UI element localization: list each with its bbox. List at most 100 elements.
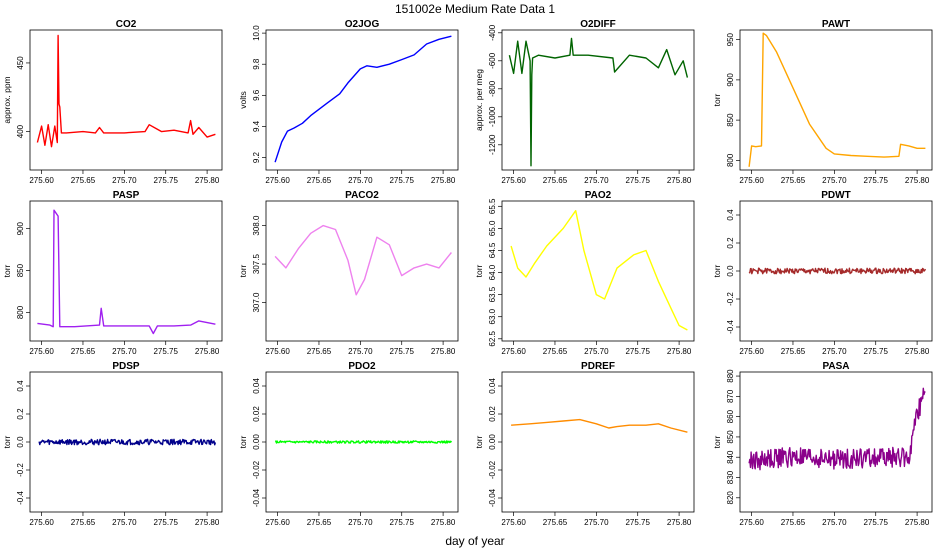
x-tick-label: 275.60 [501,176,526,185]
y-tick-label: 9.6 [252,89,261,101]
y-tick-label: 0.04 [488,378,497,394]
y-tick-label: 308.0 [252,215,261,236]
x-tick-label: 275.80 [905,518,930,527]
x-tick-label: 275.70 [348,518,373,527]
y-tick-label: 850 [726,430,735,444]
panel-pasp: PASP 275.60 275.65 275.70 275.75 275.80 800 850… [2,190,223,356]
panel-paco2: PACO2 275.60 275.65 275.70 275.75 275.80 307.0… [238,190,459,356]
y-tick-label: -0.04 [488,488,497,507]
series-line-pawt [748,32,926,167]
series-line-pao2 [510,209,688,331]
plot-frame [739,29,933,171]
y-tick-label: -1200 [488,134,497,155]
panel-title: PAWT [822,19,850,30]
plot-frame [501,29,695,171]
x-tick-label: 275.75 [625,347,650,356]
y-tick-label: 64.0 [488,264,497,280]
y-tick-label: 950 [726,32,735,46]
y-axis-label: torr [2,264,12,277]
y-axis-label: torr [474,435,484,448]
x-tick-label: 275.80 [667,176,692,185]
y-axis-label: volts [238,91,248,108]
x-tick-label: 275.70 [822,518,847,527]
y-tick-label: 307.5 [252,254,261,275]
x-tick-label: 275.70 [348,347,373,356]
plot-frame [265,29,459,171]
x-tick-label: 275.75 [153,347,178,356]
plot-frame [501,371,695,513]
panel-title: CO2 [116,19,137,30]
x-tick-label: 275.65 [307,518,332,527]
x-tick-label: 275.75 [389,347,414,356]
y-tick-label: 880 [726,369,735,383]
y-axis-label: torr [238,264,248,277]
x-tick-label: 275.75 [153,176,178,185]
y-tick-label: 10.0 [252,25,261,41]
y-axis-label: approx. ppm [2,76,12,123]
panel-grid: CO2 275.60 275.65 275.70 275.75 275.80 400 450 a… [2,19,933,527]
y-tick-label: 0.4 [16,380,25,392]
panel-pdwt: PDWT 275.60 275.65 275.70 275.75 275.80 -0.4 -0… [712,190,933,356]
panel-o2diff: O2DIFF 275.60 275.65 275.70 275.75 275.80 -120… [474,19,695,185]
y-tick-label: 800 [726,153,735,167]
y-tick-label: 0.0 [16,436,25,448]
x-tick-label: 275.65 [307,347,332,356]
y-tick-label: 830 [726,470,735,484]
x-tick-label: 275.60 [29,347,54,356]
panel-pawt: PAWT 275.60 275.65 275.70 275.75 275.80 800 850… [712,19,933,185]
series-line-co2 [36,34,216,148]
y-axis-label: torr [712,93,722,106]
x-tick-label: 275.65 [71,347,96,356]
x-tick-label: 275.65 [781,176,806,185]
x-tick-label: 275.70 [822,176,847,185]
x-tick-label: 275.65 [781,347,806,356]
y-tick-label: 0.00 [488,434,497,450]
x-tick-label: 275.80 [905,347,930,356]
y-tick-label: 9.2 [252,151,261,163]
x-tick-label: 275.80 [431,518,456,527]
y-tick-label: -0.4 [726,320,735,334]
x-tick-label: 275.75 [863,176,888,185]
y-tick-label: 0.02 [488,406,497,422]
y-axis-label: torr [474,264,484,277]
y-axis-label: torr [712,435,722,448]
series-line-pdref [511,418,688,433]
y-tick-label: 900 [726,73,735,87]
x-tick-label: 275.75 [863,518,888,527]
series-line-pasa [748,387,926,471]
x-tick-label: 275.65 [543,176,568,185]
series-line-pdsp [38,438,217,446]
x-tick-label: 275.65 [71,176,96,185]
y-tick-label: 64.5 [488,242,497,258]
y-tick-label: -0.4 [16,491,25,505]
series-line-paco2 [274,224,452,296]
series-line-o2jog [274,35,452,163]
y-tick-label: 860 [726,409,735,423]
y-tick-label: 850 [16,263,25,277]
y-tick-label: 0.2 [726,237,735,249]
x-tick-label: 275.60 [265,347,290,356]
x-tick-label: 275.65 [307,176,332,185]
x-tick-label: 275.75 [389,176,414,185]
x-tick-label: 275.80 [667,518,692,527]
y-tick-label: 62.5 [488,330,497,346]
y-tick-label: 65.0 [488,220,497,236]
y-tick-label: 850 [726,113,735,127]
series-line-pasp [37,209,216,335]
x-tick-label: 275.70 [112,176,137,185]
x-tick-label: 275.70 [112,518,137,527]
y-axis-label: torr [712,264,722,277]
x-tick-label: 275.65 [71,518,96,527]
y-tick-label: 900 [16,221,25,235]
y-tick-label: -0.02 [252,460,261,479]
panel-title: PACO2 [345,190,379,201]
x-tick-label: 275.75 [625,176,650,185]
panel-title: PASP [113,190,140,201]
y-tick-label: 9.8 [252,58,261,70]
panel-title: PDO2 [348,361,376,372]
x-tick-label: 275.70 [584,176,609,185]
y-tick-label: 450 [16,56,25,70]
x-tick-label: 275.65 [543,347,568,356]
